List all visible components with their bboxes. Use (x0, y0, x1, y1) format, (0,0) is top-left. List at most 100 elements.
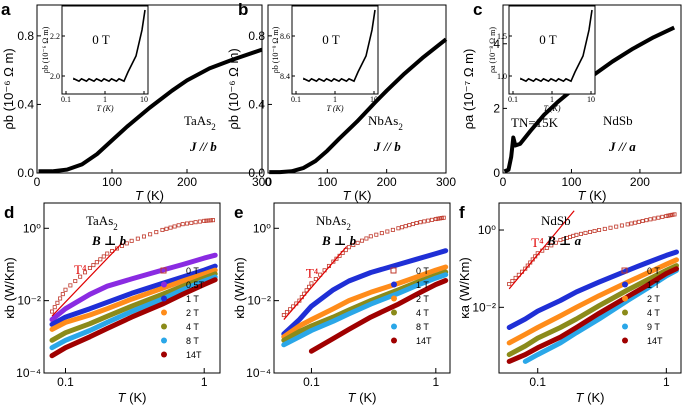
x-tick-label: 0.1 (529, 375, 546, 389)
data-point-0T (98, 257, 103, 262)
y-tick-label: 10⁰ (253, 221, 271, 235)
legend-label: 1 T (416, 280, 429, 290)
legend-label: 4 T (647, 308, 660, 318)
data-point-0T (410, 222, 415, 227)
material-label: TaAs2 (86, 213, 118, 232)
y-tick-label: 10⁻² (247, 294, 271, 308)
inset-x-axis-label: T (K) (544, 104, 561, 113)
legend-label: 1 T (186, 294, 199, 304)
data-point-0T (583, 230, 588, 235)
inset-x-tick-label: 1 (103, 95, 107, 104)
data-point-0T (346, 245, 351, 250)
data-point-0T (544, 245, 549, 250)
inset-x-tick-label: 0.1 (508, 95, 518, 104)
data-point-0T (422, 219, 427, 224)
legend-marker (161, 281, 167, 288)
inset-resistivity-curve (303, 9, 376, 83)
series-0.5T (49, 252, 218, 323)
data-point-0T (91, 263, 96, 268)
data-point-0T (129, 238, 134, 243)
legend-marker (391, 309, 397, 316)
y-tick-label: 10⁻⁴ (16, 366, 41, 380)
data-point-0T (429, 217, 434, 222)
t4-guide-line (51, 242, 123, 317)
inset-x-tick-label: 10 (140, 95, 148, 104)
inset-x-tick-label: 1 (550, 95, 554, 104)
x-axis-label: T (K) (343, 188, 372, 203)
data-point-0T (379, 231, 384, 236)
data-point-0T (185, 221, 190, 226)
x-tick-label: 1 (663, 375, 670, 389)
series-14T (506, 266, 679, 364)
data-point-0T (426, 218, 431, 223)
x-tick-label: 0 (34, 175, 41, 189)
x-tick-label: 300 (252, 175, 272, 189)
current-direction-label: J // b (189, 139, 217, 154)
series-4T (281, 269, 449, 343)
material-label: NbAs2 (316, 213, 351, 232)
data-point-0T (154, 230, 159, 235)
data-point-0T (331, 259, 336, 264)
panel-a (36, 4, 263, 174)
y-tick-label: 10⁰ (478, 223, 496, 237)
y-axis-label: ρb (10⁻⁶ Ω m) (1, 48, 16, 129)
data-point-0T (63, 287, 68, 292)
panel-d-frame (43, 202, 221, 374)
data-point-0T (553, 240, 558, 245)
data-point-0T (364, 236, 369, 241)
data-point-0T (58, 296, 63, 301)
data-point-0T (390, 227, 395, 232)
y-tick-label: 10⁻² (17, 294, 41, 308)
legend-label: 4 T (416, 308, 429, 318)
data-point-0T (368, 234, 373, 239)
legend-marker (622, 337, 628, 344)
data-point-0T (206, 218, 211, 223)
data-point-0T (407, 223, 412, 228)
inset-x-tick-label: 1 (333, 95, 337, 104)
data-point-0T (403, 224, 408, 229)
x-tick-label: 100 (317, 175, 337, 189)
data-point-0T (597, 228, 602, 233)
y-tick-label: 10⁻² (472, 300, 496, 314)
data-point-0T (193, 220, 198, 225)
data-point-0T (60, 292, 65, 297)
data-point-0T (73, 279, 78, 284)
data-point-0T (197, 219, 202, 224)
panel-letter-b: b (238, 0, 248, 19)
data-point-0T (105, 251, 110, 256)
current-direction-label: J // a (608, 139, 636, 154)
inset-y-axis-label: ρb (10⁻⁹ Ω m) (271, 26, 280, 73)
y-axis-label: κb (W/Km) (2, 257, 17, 318)
material-label: TaAs2 (184, 113, 216, 132)
panel-e-frame (273, 202, 451, 374)
panel-letter-c: c (473, 0, 482, 19)
legend-label: 1 T (647, 280, 660, 290)
data-point-0T (135, 236, 140, 241)
data-point-0T (87, 265, 92, 270)
inset-y-tick-label: 1.0 (497, 72, 507, 81)
data-point-0T (284, 310, 289, 315)
data-point-0T (202, 218, 207, 223)
inset-x-tick-label: 0.1 (61, 95, 71, 104)
y-tick-label: 0 (493, 166, 500, 180)
series-8T (49, 274, 218, 351)
current-direction-label: J // b (373, 139, 401, 154)
data-point-0T (168, 225, 173, 230)
data-point-0T (94, 260, 99, 265)
data-point-0T (510, 278, 515, 283)
legend-marker (161, 309, 167, 316)
data-point-0T (672, 212, 677, 217)
panel-f (498, 202, 682, 374)
x-tick-label: 0 (265, 175, 272, 189)
legend-marker (621, 267, 628, 274)
panel-b-frame (267, 4, 447, 174)
series-2T (49, 267, 218, 332)
legend-label: 14T (186, 350, 202, 360)
data-point-0T (78, 274, 83, 279)
inset-x-tick-label: 10 (370, 95, 378, 104)
material-label: NdSb (541, 213, 571, 228)
legend-label: 2 T (647, 294, 660, 304)
resistivity-curve (38, 47, 263, 174)
data-point-0T (55, 300, 60, 305)
x-tick-label: 1 (432, 375, 439, 389)
